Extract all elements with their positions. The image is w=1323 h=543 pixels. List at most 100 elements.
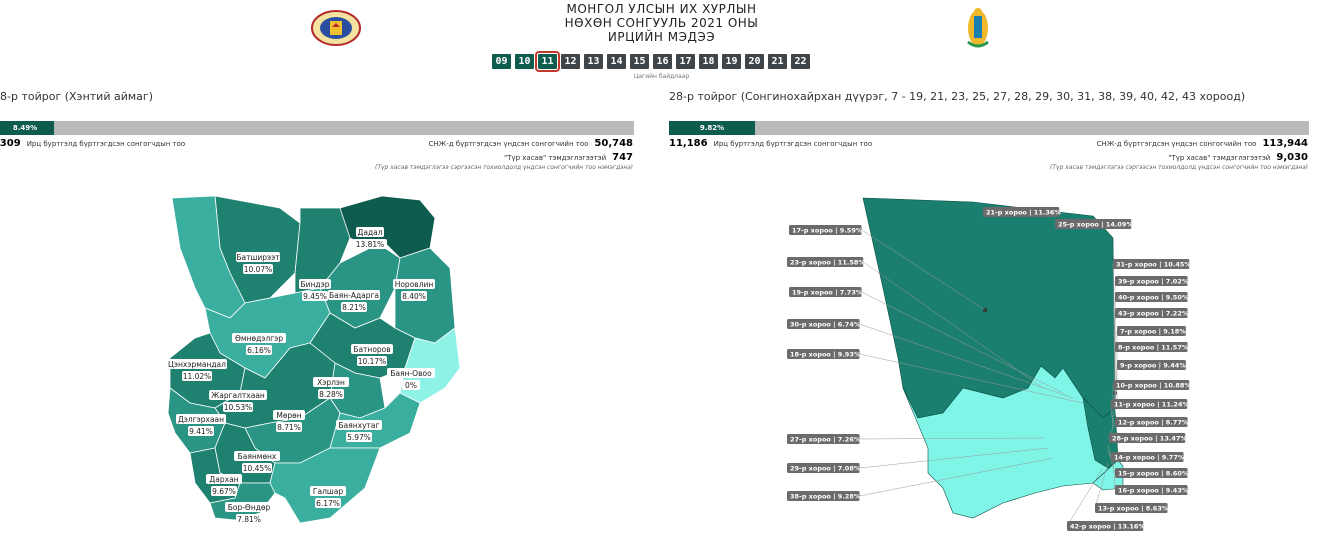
svg-text:8.28%: 8.28% — [319, 390, 343, 399]
hour-button-10[interactable]: 10 — [515, 54, 534, 69]
svg-text:9.41%: 9.41% — [189, 427, 213, 436]
left-turnout-fill: 8.49% — [0, 121, 54, 135]
svg-text:Дадал: Дадал — [357, 228, 382, 237]
khoroo-tag[interactable]: 28-р хороо | 13.47% — [1109, 433, 1187, 444]
khoroo-tag-box — [1095, 503, 1168, 513]
svg-text:5.97%: 5.97% — [347, 433, 371, 442]
left-turnout-bar: 8.49% — [0, 121, 634, 135]
leader-line — [1107, 444, 1112, 458]
left-registered-value: 50,748 — [594, 138, 633, 149]
svg-text:Баян-Адарга: Баян-Адарга — [329, 291, 379, 300]
khoroo-tag[interactable]: 11-р хороо | 11.24% — [1111, 399, 1189, 410]
khoroo-25-21-area[interactable] — [862, 197, 1116, 419]
khoroo-tag[interactable]: 19-р хороо | 7.73% — [789, 287, 863, 298]
khoroo-tag[interactable]: 13-р хороо | 8.63% — [1095, 503, 1169, 514]
khoroo-tag[interactable]: 29-р хороо | 7.08% — [787, 463, 861, 474]
khoroo-tag-box — [787, 349, 860, 359]
svg-text:10.53%: 10.53% — [224, 403, 253, 412]
leader-line — [859, 353, 1084, 404]
leader-lines — [859, 211, 1118, 527]
khentii-regions — [167, 195, 461, 524]
khoroo-tag-box — [787, 491, 860, 501]
khoroo-tag[interactable]: 23-р хороо | 11.58% — [787, 257, 865, 268]
khoroo-tag[interactable]: 8-р хороо | 11.57% — [1115, 342, 1189, 353]
khoroo-tag[interactable]: 38-р хороо | 9.28% — [787, 491, 861, 502]
hour-button-22[interactable]: 22 — [791, 54, 810, 69]
svg-text:Баянмөнх: Баянмөнх — [238, 452, 277, 461]
khoroo-tag[interactable]: 40-р хороо | 9.50% — [1115, 292, 1189, 303]
hour-button-15[interactable]: 15 — [630, 54, 649, 69]
svg-text:Өмнөдэлгэр: Өмнөдэлгэр — [235, 334, 283, 343]
label-bayanmonkh: Баянмөнх 10.45% — [234, 451, 280, 473]
khoroo-tag[interactable]: 12-р хороо | 8.77% — [1115, 417, 1189, 428]
khoroo-tag-label: 42-р хороо | 13.16% — [1070, 523, 1145, 532]
khoroo-tag-label: 12-р хороо | 8.77% — [1118, 419, 1189, 428]
khoroo-tag[interactable]: 42-р хороо | 13.16% — [1067, 521, 1145, 532]
khoroo-tag-box — [789, 287, 862, 297]
khoroo-tag[interactable]: 15-р хороо | 8.60% — [1115, 468, 1189, 479]
right-turnout-fill: 9.82% — [669, 121, 755, 135]
left-panel-title: 8-р тойрог (Хэнтий аймаг) — [0, 90, 153, 103]
khoroo-tag-label: 39-р хороо | 7.02% — [1118, 278, 1189, 287]
khoroo-tag-label: 28-р хороо | 13.47% — [1112, 435, 1187, 444]
label-batshireet: Батширээт 10.07% — [236, 252, 280, 274]
khoroo-tag-box — [1111, 399, 1188, 409]
hour-button-16[interactable]: 16 — [653, 54, 672, 69]
khoroo-tag[interactable]: 31-р хороо | 10.45% — [1113, 259, 1191, 270]
label-delgerkhaan: Дэлгэрхаан 9.41% — [176, 414, 226, 436]
khoroo-tag-label: 13-р хороо | 8.63% — [1098, 505, 1169, 514]
khoroo-tag[interactable]: 10-р хороо | 10.88% — [1113, 380, 1191, 391]
hour-caption: Цагийн байдлаар — [633, 73, 690, 80]
leader-line — [861, 229, 986, 311]
khoroo-tag[interactable]: 25-р хороо | 14.09% — [1055, 219, 1133, 230]
left-voted-value: ,309 — [0, 138, 21, 149]
svg-text:Цэнхэрмандал: Цэнхэрмандал — [168, 360, 226, 369]
khoroo-tag-label: 16-р хороо | 9.43% — [1118, 487, 1189, 496]
hour-button-12[interactable]: 12 — [561, 54, 580, 69]
khoroo-tag[interactable]: 14-р хороо | 9.77% — [1111, 452, 1185, 463]
hour-button-13[interactable]: 13 — [584, 54, 603, 69]
khoroo-tag[interactable]: 43-р хороо | 7.22% — [1115, 308, 1189, 319]
hour-button-18[interactable]: 18 — [699, 54, 718, 69]
khoroo-tag[interactable]: 16-р хороо | 9.43% — [1115, 485, 1189, 496]
svg-text:Дархан: Дархан — [209, 475, 238, 484]
label-bayan-adarga: Баян-Адарга 8.21% — [328, 290, 380, 312]
khoroo-tag[interactable]: 9-р хороо | 9.44% — [1117, 360, 1186, 371]
hour-button-19[interactable]: 19 — [722, 54, 741, 69]
right-voted-label: Ирц буртгэлд бүртгэгдсэн сонгогчдын тоо — [713, 140, 873, 148]
hour-button-20[interactable]: 20 — [745, 54, 764, 69]
svg-text:10.17%: 10.17% — [358, 357, 387, 366]
khoroo-tag-label: 19-р хороо | 7.73% — [792, 289, 863, 298]
khoroo-tag[interactable]: 39-р хороо | 7.02% — [1115, 276, 1189, 287]
hour-button-21[interactable]: 21 — [768, 54, 787, 69]
khoroo-tag[interactable]: 21-р хороо | 11.36% — [983, 207, 1061, 218]
soyombo-emblem-logo — [967, 8, 989, 48]
svg-text:11.02%: 11.02% — [183, 372, 212, 381]
khoroo-tag[interactable]: 30-р хороо | 6.74% — [787, 319, 861, 330]
label-batnorov: Батноров 10.17% — [351, 344, 393, 366]
khoroo-tag-label: 40-р хороо | 9.50% — [1118, 294, 1189, 303]
khoroo-tag-box — [1115, 292, 1188, 302]
right-note: (Түр хасав тэмдэглэгээ сэргээсэн тохиолд… — [1049, 164, 1308, 171]
region-galshar[interactable] — [269, 447, 381, 524]
hour-button-14[interactable]: 14 — [607, 54, 626, 69]
svg-text:8.21%: 8.21% — [342, 303, 366, 312]
khoroo-tag-label: 29-р хороо | 7.08% — [790, 465, 861, 474]
khoroo-tag[interactable]: 27-р хороо | 7.26% — [787, 434, 861, 445]
election-commission-logo — [311, 10, 361, 46]
khoroo-tag-label: 9-р хороо | 9.44% — [1120, 362, 1186, 371]
khoroo-tag[interactable]: 7-р хороо | 9.18% — [1117, 326, 1186, 337]
hour-button-11[interactable]: 11 — [535, 51, 560, 72]
khoroo-tag-label: 27-р хороо | 7.26% — [790, 436, 861, 445]
khoroo-tag[interactable]: 18-р хороо | 9.93% — [787, 349, 861, 360]
khoroo-tag-label: 43-р хороо | 7.22% — [1118, 310, 1189, 319]
svg-text:6.16%: 6.16% — [247, 346, 271, 355]
khoroo-tag-label: 25-р хороо | 14.09% — [1058, 221, 1133, 230]
right-registered-stat: СНЖ-д бүртгэгдсэн үндсэн сонгогчийн тоо 1… — [1097, 138, 1308, 149]
svg-text:9.45%: 9.45% — [303, 292, 327, 301]
hour-button-09[interactable]: 09 — [492, 54, 511, 69]
hour-button-17[interactable]: 17 — [676, 54, 695, 69]
khoroo-tag[interactable]: 17-р хороо | 9.59% — [789, 225, 863, 236]
label-kherlen: Хэрлэн 8.28% — [313, 377, 349, 399]
